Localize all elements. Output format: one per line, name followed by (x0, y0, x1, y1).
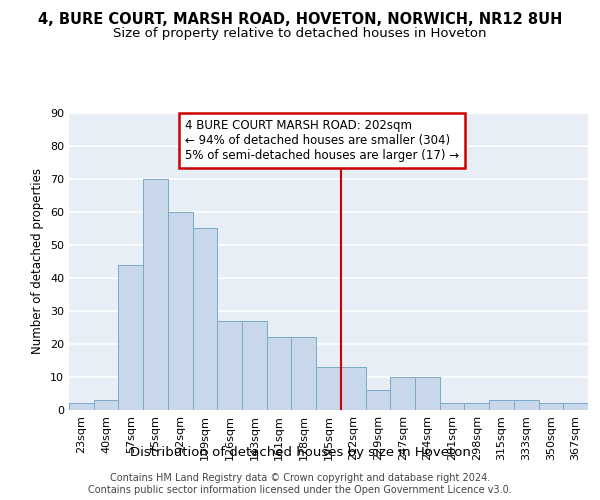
Bar (316, 367, 341, 410)
Bar (514, 400, 539, 410)
Bar (69, 404, 94, 410)
Bar (118, 264, 143, 410)
Bar (563, 404, 588, 410)
Bar (242, 321, 267, 410)
Bar (168, 212, 193, 410)
Text: 4 BURE COURT MARSH ROAD: 202sqm
← 94% of detached houses are smaller (304)
5% of: 4 BURE COURT MARSH ROAD: 202sqm ← 94% of… (185, 119, 459, 162)
Bar (341, 367, 365, 410)
Bar (143, 178, 168, 410)
Bar (464, 404, 489, 410)
Bar (539, 404, 563, 410)
Bar (489, 400, 514, 410)
Bar (415, 377, 440, 410)
Bar (440, 404, 464, 410)
Y-axis label: Number of detached properties: Number of detached properties (31, 168, 44, 354)
Text: Distribution of detached houses by size in Hoveton: Distribution of detached houses by size … (130, 446, 470, 459)
Text: Contains HM Land Registry data © Crown copyright and database right 2024.
Contai: Contains HM Land Registry data © Crown c… (88, 474, 512, 495)
Bar (267, 338, 292, 410)
Bar (94, 400, 118, 410)
Bar (217, 321, 242, 410)
Bar (292, 338, 316, 410)
Text: Size of property relative to detached houses in Hoveton: Size of property relative to detached ho… (113, 28, 487, 40)
Bar (390, 377, 415, 410)
Bar (365, 390, 390, 410)
Text: 4, BURE COURT, MARSH ROAD, HOVETON, NORWICH, NR12 8UH: 4, BURE COURT, MARSH ROAD, HOVETON, NORW… (38, 12, 562, 28)
Bar (193, 228, 217, 410)
